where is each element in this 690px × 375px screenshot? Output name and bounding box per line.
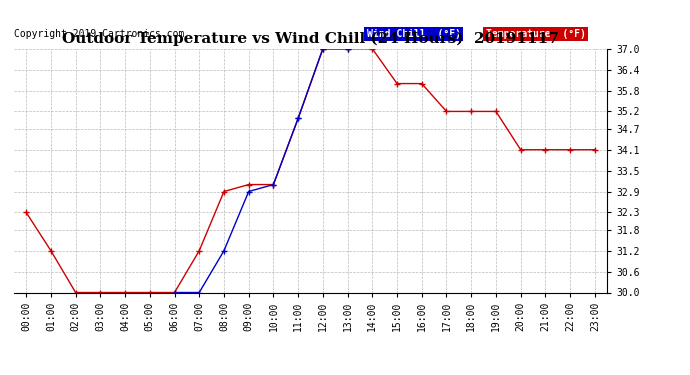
Text: Temperature  (°F): Temperature (°F) — [486, 29, 585, 39]
Text: Copyright 2019 Cartronics.com: Copyright 2019 Cartronics.com — [14, 29, 184, 39]
Text: Wind Chill  (°F): Wind Chill (°F) — [367, 29, 461, 39]
Title: Outdoor Temperature vs Wind Chill (24 Hours)  20191117: Outdoor Temperature vs Wind Chill (24 Ho… — [62, 32, 559, 46]
